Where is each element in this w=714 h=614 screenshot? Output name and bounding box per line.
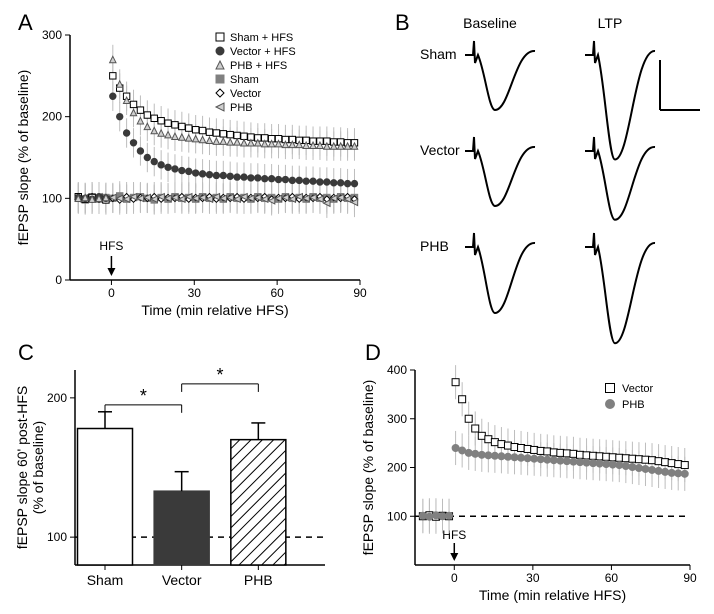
svg-text:0: 0 [55, 273, 62, 287]
svg-text:fEPSP slope (% of baseline): fEPSP slope (% of baseline) [15, 70, 31, 246]
panel-c: C 100 200 fEPSP slope 60' post-HFS(% of bas… [14, 340, 325, 588]
svg-text:Vector: Vector [162, 572, 202, 588]
svg-text:200: 200 [387, 461, 407, 475]
svg-text:C: C [18, 340, 34, 365]
svg-text:fEPSP slope 60' post-HFS: fEPSP slope 60' post-HFS [14, 386, 30, 550]
panel-a-legend: Sham + HFS Vector + HFS PHB + HFS Sham Vecto… [216, 32, 296, 114]
svg-text:30: 30 [526, 571, 540, 585]
svg-text:D: D [365, 340, 381, 365]
svg-text:PHB + HFS: PHB + HFS [230, 60, 287, 72]
svg-text:Sham: Sham [420, 46, 457, 62]
svg-text:A: A [18, 10, 33, 35]
bar-phb [231, 440, 286, 565]
svg-text:HFS: HFS [442, 528, 466, 542]
svg-text:200: 200 [47, 391, 67, 405]
svg-text:Vector: Vector [622, 383, 654, 395]
svg-text:100: 100 [387, 509, 407, 523]
svg-text:Time (min relative HFS): Time (min relative HFS) [141, 302, 288, 318]
panel-a: A 0 100 200 300 0 30 60 90 fEPSP slope (% of base… [15, 10, 367, 318]
bar-sham [78, 429, 133, 566]
svg-text:90: 90 [683, 571, 697, 585]
svg-text:Sham + HFS: Sham + HFS [230, 32, 293, 44]
panel-b: B Baseline LTP Sham Vector PHB [395, 10, 700, 343]
svg-text:PHB: PHB [244, 572, 273, 588]
svg-text:PHB: PHB [622, 399, 645, 411]
svg-text:Baseline: Baseline [463, 15, 517, 31]
bar-vector [154, 491, 209, 565]
svg-text:*: * [216, 365, 223, 385]
svg-text:LTP: LTP [598, 15, 623, 31]
svg-text:100: 100 [42, 191, 62, 205]
svg-text:HFS: HFS [99, 239, 123, 253]
svg-text:PHB: PHB [230, 102, 253, 114]
svg-text:30: 30 [188, 286, 202, 300]
svg-text:PHB: PHB [420, 238, 449, 254]
svg-text:60: 60 [605, 571, 619, 585]
svg-text:Vector: Vector [420, 142, 460, 158]
svg-text:400: 400 [387, 363, 407, 377]
svg-text:0: 0 [108, 286, 115, 300]
svg-text:200: 200 [42, 110, 62, 124]
panel-d: D 100 200 300 400 0 30 60 90 fEPSP slope (% of ba… [360, 340, 697, 603]
svg-text:fEPSP slope (% of baseline): fEPSP slope (% of baseline) [360, 380, 376, 556]
svg-text:300: 300 [387, 412, 407, 426]
svg-text:Vector + HFS: Vector + HFS [230, 46, 296, 58]
svg-text:90: 90 [353, 286, 367, 300]
svg-text:*: * [140, 386, 147, 406]
svg-text:(% of baseline): (% of baseline) [30, 421, 46, 514]
svg-text:Sham: Sham [87, 572, 124, 588]
svg-text:0: 0 [451, 571, 458, 585]
svg-text:Time (min relative HFS): Time (min relative HFS) [479, 587, 626, 603]
svg-text:B: B [395, 10, 410, 35]
svg-text:Vector: Vector [230, 88, 262, 100]
svg-text:100: 100 [47, 530, 67, 544]
svg-text:300: 300 [42, 28, 62, 42]
svg-text:Sham: Sham [230, 74, 259, 86]
svg-text:60: 60 [270, 286, 284, 300]
